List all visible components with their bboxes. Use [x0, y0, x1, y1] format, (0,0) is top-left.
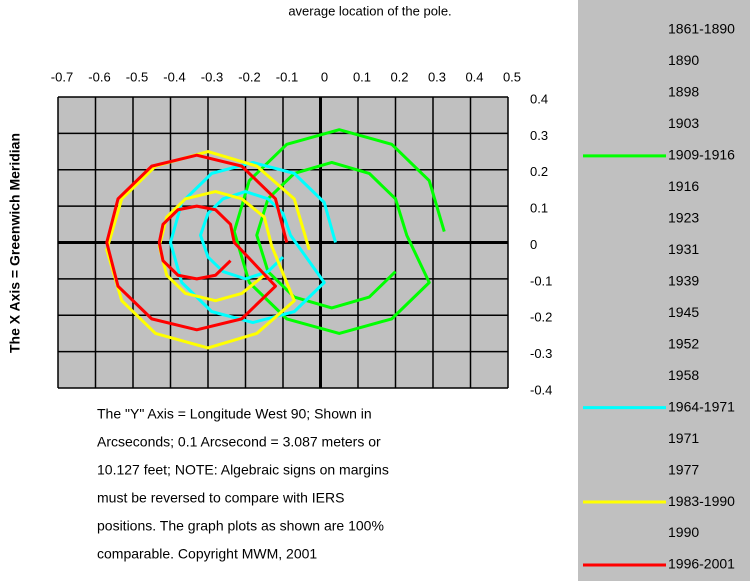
y-tick-label: -0.3 [530, 346, 552, 361]
y-tick-label: -0.4 [530, 382, 552, 397]
y-tick-label: 0.1 [530, 201, 548, 216]
x-tick-label: -0.1 [276, 69, 298, 84]
legend-label: 1931 [668, 241, 699, 257]
legend-label: 1909-1916 [668, 147, 735, 163]
x-tick-label: -0.5 [126, 69, 148, 84]
subtitle: average location of the pole. [288, 3, 451, 18]
x-tick-label: -0.2 [238, 69, 260, 84]
legend-label: 1977 [668, 461, 699, 477]
x-tick-label: -0.7 [51, 69, 73, 84]
x-tick-label: 0.4 [465, 69, 483, 84]
legend-label: 1939 [668, 272, 699, 288]
series-line [169, 160, 337, 325]
legend-panel [578, 0, 750, 581]
y-tick-label: -0.1 [530, 273, 552, 288]
legend-label: 1983-1990 [668, 493, 735, 509]
legend-label: 1971 [668, 430, 699, 446]
x-tick-label: 0.2 [390, 69, 408, 84]
y-tick-label: 0.3 [530, 128, 548, 143]
note-line: The "Y" Axis = Longitude West 90; Shown … [97, 406, 372, 422]
y-tick-label: 0 [530, 237, 537, 252]
note-line: must be reversed to compare with IERS [97, 490, 344, 506]
y-axis-label: The X Axis = Greenwich Meridian [7, 133, 23, 353]
note-line: comparable. Copyright MWM, 2001 [97, 546, 317, 562]
series-line [105, 153, 289, 332]
y-tick-label: 0.4 [530, 91, 548, 106]
legend-label: 1890 [668, 52, 699, 68]
legend-label: 1990 [668, 524, 699, 540]
legend-label: 1923 [668, 210, 699, 226]
legend-label: 1916 [668, 178, 699, 194]
legend-label: 1903 [668, 115, 699, 131]
x-tick-label: -0.6 [88, 69, 110, 84]
legend-label: 1952 [668, 335, 699, 351]
x-tick-label: 0 [321, 69, 328, 84]
legend-label: 1964-1971 [668, 398, 735, 414]
legend-label: 1898 [668, 84, 699, 100]
legend-label: 1996-2001 [668, 556, 735, 572]
x-tick-label: -0.4 [163, 69, 185, 84]
note-line: positions. The graph plots as shown are … [97, 518, 384, 534]
x-tick-label: 0.3 [428, 69, 446, 84]
x-tick-label: -0.3 [201, 69, 223, 84]
legend-label: 1861-1890 [668, 21, 735, 37]
x-tick-label: 0.1 [353, 69, 371, 84]
legend-label: 1945 [668, 304, 699, 320]
x-tick-label: 0.5 [503, 69, 521, 84]
y-tick-label: -0.2 [530, 310, 552, 325]
note-line: 10.127 feet; NOTE: Algebraic signs on ma… [97, 462, 389, 478]
legend-label: 1958 [668, 367, 699, 383]
note-line: Arcseconds; 0.1 Arcsecond = 3.087 meters… [97, 434, 381, 450]
series-line [232, 128, 446, 335]
y-tick-label: 0.2 [530, 164, 548, 179]
